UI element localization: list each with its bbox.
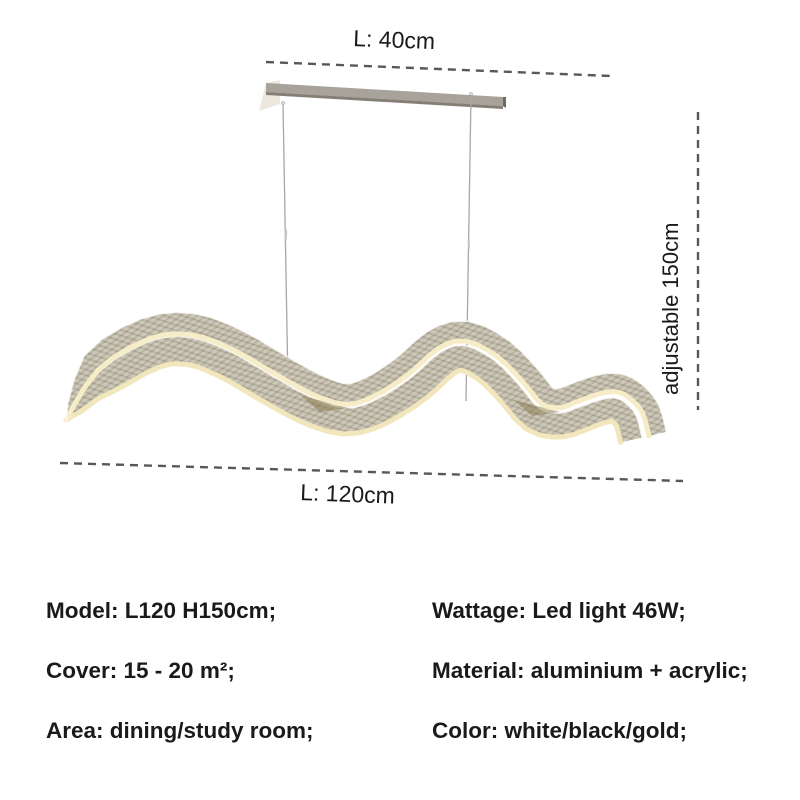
svg-text:L: 40cm: L: 40cm [353, 25, 436, 54]
svg-text:adjustable 150cm: adjustable 150cm [658, 223, 683, 395]
svg-text:L: 120cm: L: 120cm [300, 479, 396, 509]
